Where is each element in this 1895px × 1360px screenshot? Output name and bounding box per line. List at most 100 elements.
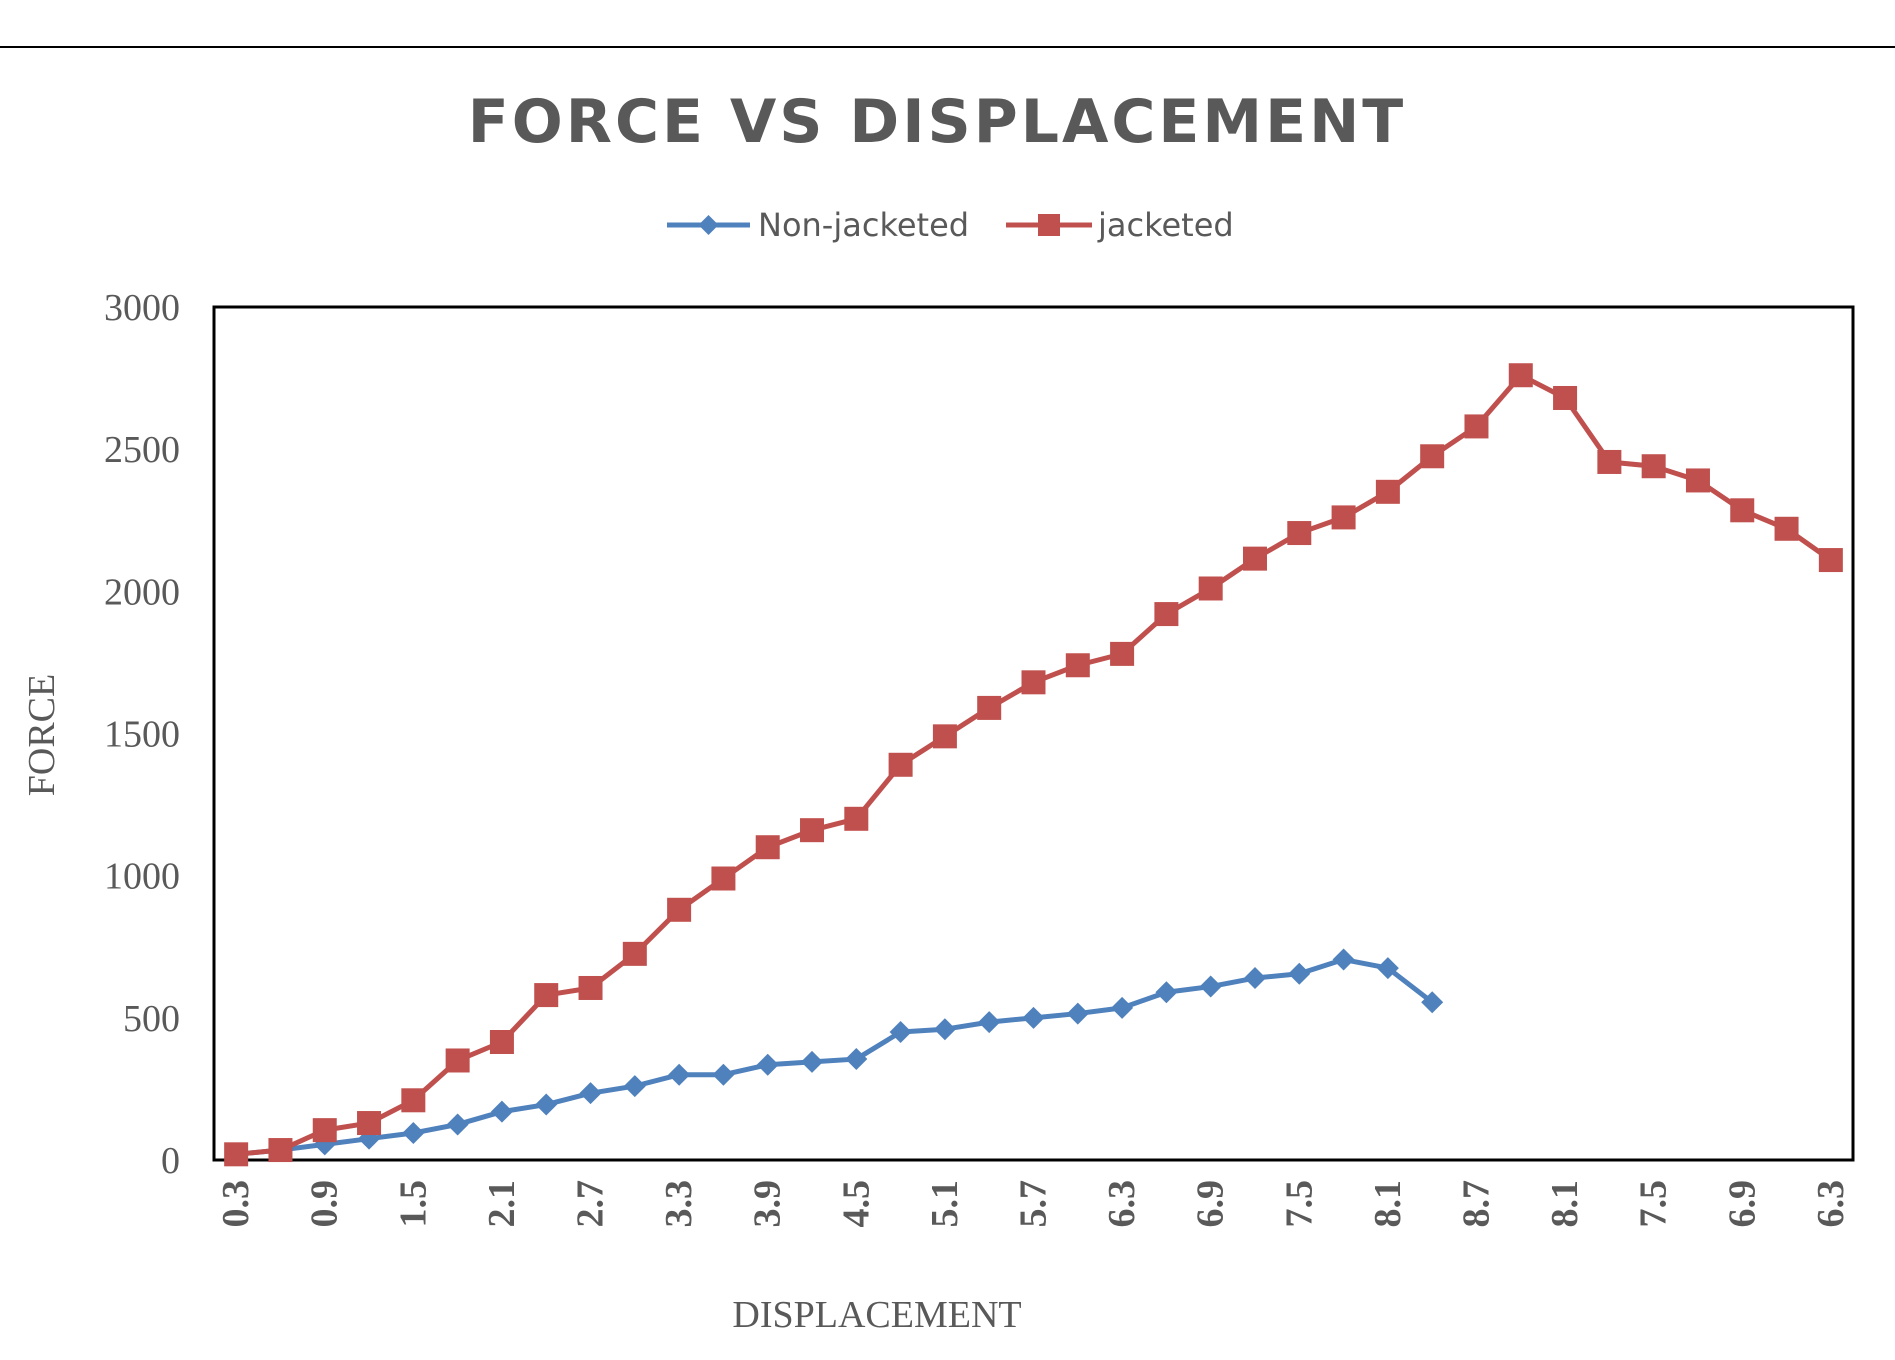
y-axis-ticks: 0 500 1000 1500 2000 2500 3000 xyxy=(104,287,180,1182)
y-axis-label: FORCE xyxy=(21,674,63,796)
data-point xyxy=(1464,414,1488,438)
legend-label: jacketed xyxy=(1097,206,1234,244)
data-point xyxy=(402,1122,424,1144)
data-point xyxy=(800,818,824,842)
data-point xyxy=(756,835,780,859)
data-point xyxy=(1730,498,1754,522)
x-tick-label: 2.1 xyxy=(481,1180,523,1228)
data-point xyxy=(1244,967,1266,989)
data-point xyxy=(844,807,868,831)
y-tick-label: 1000 xyxy=(104,856,180,898)
data-point xyxy=(934,1018,956,1040)
series-markers xyxy=(224,363,1843,1166)
data-point xyxy=(1066,653,1090,677)
data-point xyxy=(1110,642,1134,666)
data-point xyxy=(1332,505,1356,529)
data-point xyxy=(534,983,558,1007)
legend-marker xyxy=(1038,214,1060,236)
data-point xyxy=(1642,454,1666,478)
data-point xyxy=(933,724,957,748)
x-tick-label: 8.7 xyxy=(1455,1180,1497,1228)
data-point xyxy=(712,1064,734,1086)
x-tick-label: 6.9 xyxy=(1721,1180,1763,1228)
y-tick-label: 500 xyxy=(123,998,180,1040)
data-point xyxy=(624,1075,646,1097)
legend-item-jacketed: jacketed xyxy=(1006,206,1234,244)
x-tick-label: 0.9 xyxy=(304,1180,346,1228)
series-line-jacketed xyxy=(236,375,1831,1154)
data-point xyxy=(623,942,647,966)
x-tick-label: 7.5 xyxy=(1278,1180,1320,1228)
x-axis-ticks: 0.3 0.9 1.5 2.1 2.7 3.3 3.9 4.5 5.1 5.7 6.3 6.9 7.5 8… xyxy=(215,1180,1852,1228)
x-tick-label: 5.7 xyxy=(1013,1180,1055,1228)
x-tick-label: 0.3 xyxy=(215,1180,257,1228)
series-lines xyxy=(236,375,1831,1154)
x-tick-label: 1.5 xyxy=(392,1180,434,1228)
data-point xyxy=(535,1094,557,1116)
data-point xyxy=(491,1101,513,1123)
data-point xyxy=(357,1111,381,1135)
y-tick-label: 0 xyxy=(161,1140,180,1182)
data-point xyxy=(490,1030,514,1054)
data-point xyxy=(1111,997,1133,1019)
data-point xyxy=(1819,548,1843,572)
data-point xyxy=(1775,517,1799,541)
data-point xyxy=(313,1118,337,1142)
data-point xyxy=(446,1048,470,1072)
y-tick-label: 2000 xyxy=(104,571,180,613)
y-tick-label: 1500 xyxy=(104,714,180,756)
data-point xyxy=(1243,547,1267,571)
data-point xyxy=(1200,976,1222,998)
data-point xyxy=(1199,576,1223,600)
data-point xyxy=(757,1054,779,1076)
data-point xyxy=(447,1113,469,1135)
x-tick-label: 3.9 xyxy=(747,1180,789,1228)
data-point xyxy=(889,753,913,777)
data-point xyxy=(1023,1007,1045,1029)
data-point xyxy=(1376,480,1400,504)
data-point xyxy=(1686,468,1710,492)
data-point xyxy=(801,1051,823,1073)
data-point xyxy=(1333,949,1355,971)
data-point xyxy=(1509,363,1533,387)
data-point xyxy=(1288,963,1310,985)
data-point xyxy=(711,867,735,891)
x-tick-label: 7.5 xyxy=(1633,1180,1675,1228)
data-point xyxy=(268,1138,292,1162)
x-tick-label: 3.3 xyxy=(658,1180,700,1228)
legend: Non-jacketed jacketed xyxy=(667,206,1234,244)
data-point xyxy=(1287,521,1311,545)
data-point xyxy=(1067,1003,1089,1025)
x-tick-label: 6.3 xyxy=(1810,1180,1852,1228)
data-point xyxy=(1154,602,1178,626)
data-point xyxy=(580,1082,602,1104)
data-point xyxy=(1022,670,1046,694)
x-axis-label: DISPLACEMENT xyxy=(732,1294,1021,1336)
data-point xyxy=(1553,386,1577,410)
data-point xyxy=(667,898,691,922)
x-tick-label: 6.9 xyxy=(1190,1180,1232,1228)
legend-label: Non-jacketed xyxy=(758,206,969,244)
plot-area xyxy=(214,307,1853,1160)
data-point xyxy=(668,1064,690,1086)
data-point xyxy=(890,1021,912,1043)
data-point xyxy=(1420,444,1444,468)
data-point xyxy=(401,1088,425,1112)
data-point xyxy=(977,696,1001,720)
data-point xyxy=(1597,450,1621,474)
x-tick-label: 6.3 xyxy=(1101,1180,1143,1228)
x-tick-label: 8.1 xyxy=(1544,1180,1586,1228)
data-point xyxy=(579,976,603,1000)
data-point xyxy=(978,1011,1000,1033)
data-point xyxy=(845,1048,867,1070)
data-point xyxy=(1155,981,1177,1003)
x-tick-label: 8.1 xyxy=(1367,1180,1409,1228)
x-tick-label: 4.5 xyxy=(835,1180,877,1228)
y-tick-label: 2500 xyxy=(104,429,180,471)
legend-marker xyxy=(699,215,719,235)
x-tick-label: 5.1 xyxy=(924,1180,966,1228)
legend-item-non-jacketed: Non-jacketed xyxy=(667,206,969,244)
data-point xyxy=(224,1142,248,1166)
chart-title: FORCE VS DISPLACEMENT xyxy=(468,87,1406,157)
